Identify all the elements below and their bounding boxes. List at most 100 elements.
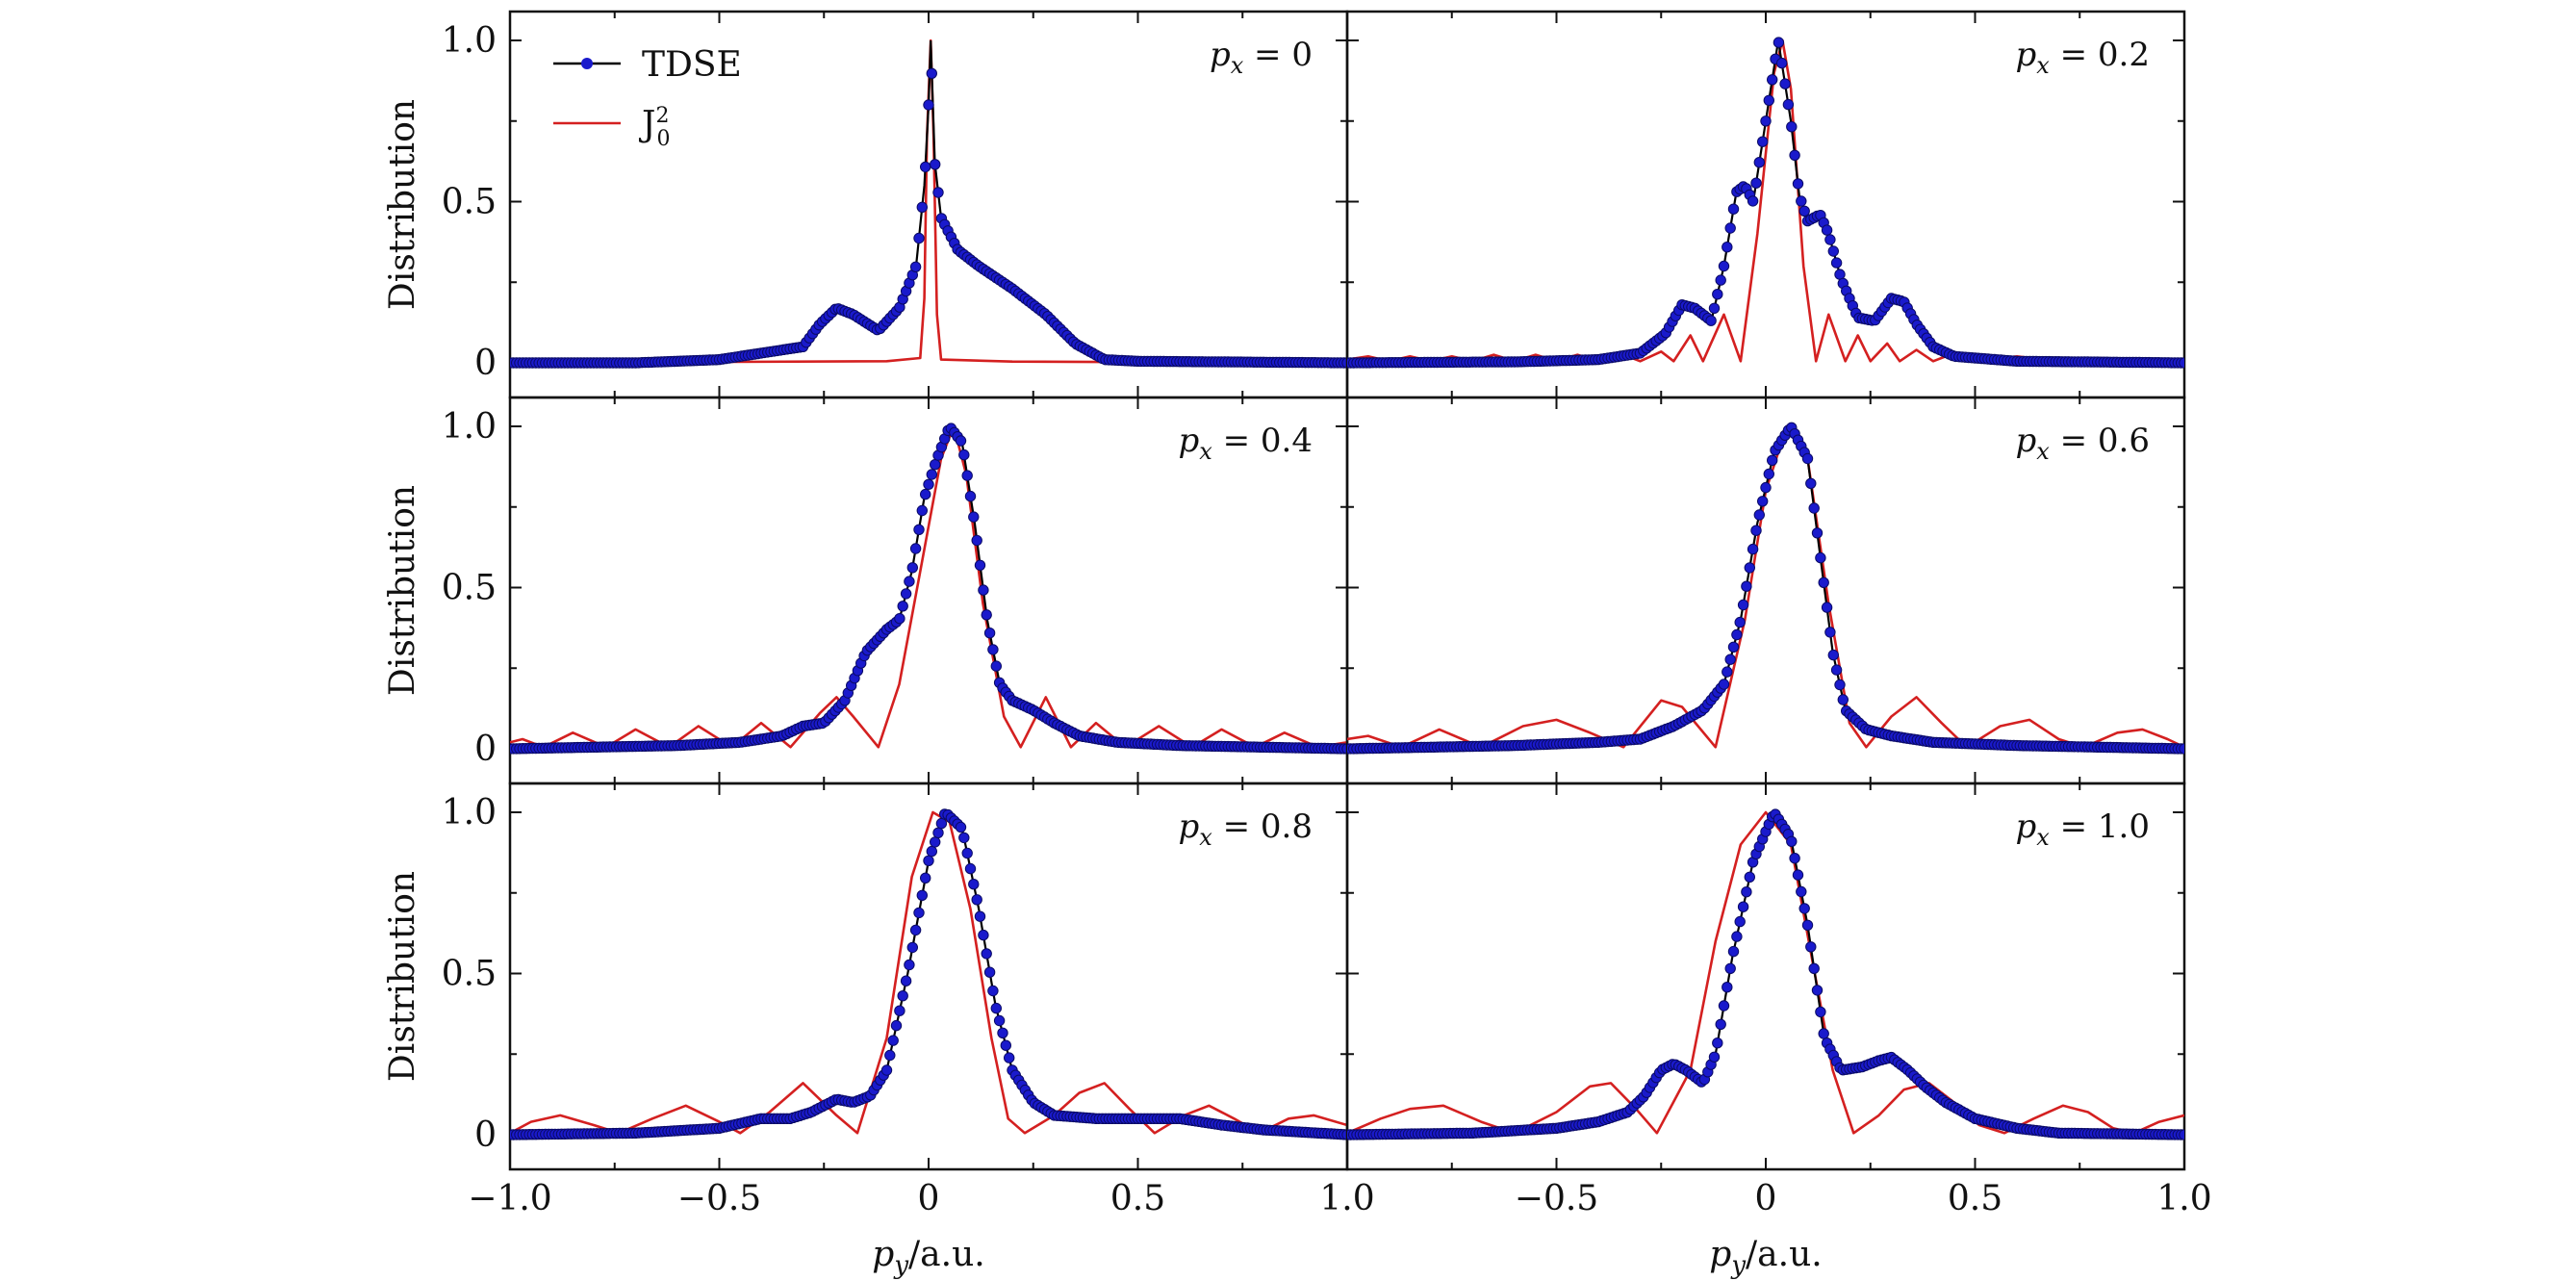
series-tdse-point [1731,628,1743,641]
series-tdse-point [2179,743,2184,755]
series-tdse-point [920,872,931,884]
series-tdse-point [964,862,977,875]
series-tdse-point [983,628,996,639]
series-tdse-point [1760,481,1772,494]
series-tdse-point [1747,543,1759,555]
series-tdse-point [1712,289,1723,300]
y-tick-label: 0.5 [442,183,497,222]
series-tdse-point [909,261,922,272]
series-tdse-point [958,448,970,461]
panel-3: 0 0.5 1.0 Distribution px = 0.4 [383,396,1349,785]
series-tdse-point [1805,477,1817,489]
series-tdse-point [897,990,908,1002]
series-tdse-point [1712,1038,1723,1049]
series-tdse-point [1757,496,1769,507]
series-tdse-point [913,524,925,535]
series-tdse-point [1722,981,1733,993]
series-tdse-point [904,959,915,971]
x-tick-label: 0.5 [1110,1179,1165,1218]
series-j0-squared-line [1347,810,2184,1135]
legend-tdse-marker [581,58,593,69]
series-tdse-point [1724,962,1736,974]
series-tdse-point [935,817,948,830]
series-tdse-point [974,910,986,922]
x-axis-title: py/a.u. [1709,1235,1822,1280]
legend-j0-label: J2 0 [638,104,670,151]
y-tick-label: 0.5 [442,569,497,608]
y-axis-title: Distribution [383,871,422,1082]
series-tdse-point [1727,945,1740,958]
series-tdse-point [1798,903,1810,914]
series-tdse-point [913,907,925,919]
series-tdse-point [1763,468,1775,480]
series-tdse-point [1715,1018,1726,1031]
series-tdse-point [916,504,928,517]
panel-label: px = 0.8 [1179,807,1314,851]
x-tick-label: 0.5 [1948,1179,2002,1218]
series-tdse-line [1347,39,2184,365]
series-tdse-point [1830,257,1843,269]
panel-6: −0.5 0 0.5 1.0 py/a.u. px = 1.0 [1345,781,2212,1280]
x-tick-label: 1.0 [2156,1179,2211,1218]
series-tdse-point [1731,931,1743,942]
series-tdse-point [930,159,941,170]
series-tdse-point [1715,274,1726,286]
panel-5: 0 0.5 1.0 Distribution −1.0 −0.5 0 0.5 1.0 py/a.u… [383,781,1375,1280]
series-tdse-point [990,660,1003,672]
series-tdse-point [1750,525,1762,536]
panel-4: px = 0.6 [1345,396,2186,785]
series-tdse-point [1341,1129,1347,1140]
series-tdse-point [1811,985,1824,996]
series-tdse-point [923,99,934,111]
y-tick-label: 1.0 [442,21,497,61]
series-tdse-point [906,562,918,574]
series-tdse-point [926,845,937,858]
series-tdse-point [1824,627,1836,638]
series-tdse-point [923,478,934,490]
series-tdse-point [1824,234,1836,245]
series-tdse-point [1000,1039,1012,1051]
series-tdse-point [1753,157,1766,168]
series-tdse-point [961,847,973,859]
series-tdse-point [1727,203,1740,215]
plot-area [510,808,1347,1140]
series-tdse-point [1727,641,1740,653]
series-tdse-point [1773,37,1785,48]
series-tdse-point [978,584,989,596]
series-tdse-point [909,543,922,554]
series-tdse-point [2179,1129,2184,1140]
y-axis-title: Distribution [383,99,422,310]
series-tdse-point [971,534,982,547]
series-tdse-point [971,894,982,906]
series-tdse-point [1786,835,1798,847]
series-tdse-point [1782,98,1795,111]
series-tdse-point [1776,57,1788,69]
series-tdse-point [1753,509,1766,521]
y-tick-label: 0 [474,1115,497,1155]
series-tdse-point [974,559,986,571]
series-tdse-point [968,511,980,523]
series-tdse-point [913,232,925,244]
plot-area [510,38,1347,369]
x-tick-label: 0 [918,1179,940,1218]
series-j0-squared-line [1347,38,2184,363]
series-tdse-point [1805,941,1817,953]
series-tdse-point [1341,743,1347,755]
series-tdse-point [926,469,937,480]
series-tdse-point [983,966,996,978]
series-tdse-point [1767,454,1778,466]
panel-1: 0 0.5 1.0 Distribution px = 0 [383,10,1349,399]
series-tdse-point [1750,177,1762,189]
series-tdse-point [1779,78,1791,90]
series-tdse-point [930,459,941,471]
series-tdse-point [1734,616,1746,628]
series-tdse-point [904,576,915,587]
panel-label: px = 0.2 [2016,36,2151,79]
series-j0-squared-line [510,424,1347,749]
series-tdse-point [932,187,944,198]
series-tdse-point [961,470,973,481]
plot-area [510,423,1347,755]
series-tdse-point [955,821,967,833]
series-tdse-point [1837,694,1849,705]
y-tick-label: 1.0 [442,793,497,833]
